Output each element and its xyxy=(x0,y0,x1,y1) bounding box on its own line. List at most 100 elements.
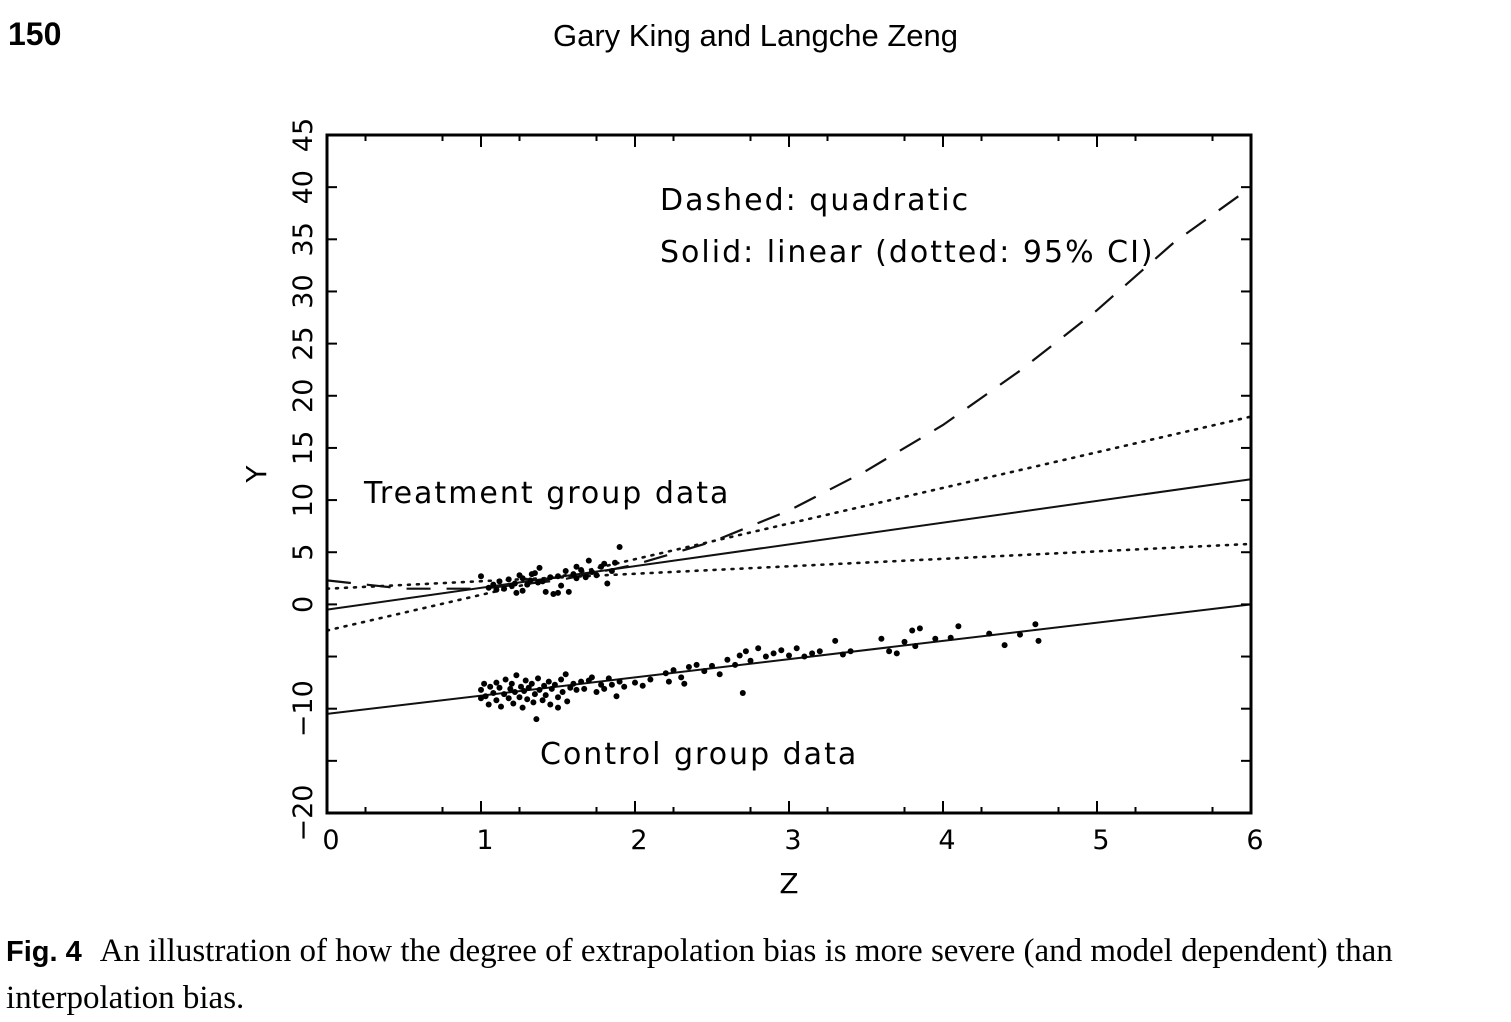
treatment-point xyxy=(542,588,549,595)
y-tick-label: −10 xyxy=(288,680,319,737)
control-point xyxy=(481,680,488,687)
x-tick-label: 2 xyxy=(630,825,647,856)
x-tick-label: 4 xyxy=(938,825,955,856)
line-solid-0 xyxy=(326,478,1252,611)
treatment-point xyxy=(519,587,526,594)
control-point xyxy=(505,695,512,702)
control-point xyxy=(801,653,808,660)
control-point xyxy=(513,672,520,679)
control-point xyxy=(536,686,543,693)
treatment-point xyxy=(527,577,534,584)
control-point xyxy=(567,684,574,691)
figure-label: Fig. 4 xyxy=(6,936,82,968)
control-point xyxy=(742,648,749,655)
control-point xyxy=(531,691,538,698)
control-point xyxy=(832,637,839,644)
control-point xyxy=(786,652,792,659)
control-label: Control group data xyxy=(540,737,858,772)
y-tick-label: 15 xyxy=(288,431,319,465)
control-point xyxy=(528,680,535,687)
control-point xyxy=(533,716,540,723)
control-point xyxy=(542,692,549,699)
treatment-point xyxy=(547,574,554,581)
control-point xyxy=(839,651,846,658)
control-point xyxy=(605,675,612,682)
treatment-point xyxy=(585,557,592,564)
treatment-point xyxy=(478,573,484,580)
control-point xyxy=(485,701,492,708)
x-tick-label: 6 xyxy=(1246,825,1263,856)
control-point xyxy=(886,648,893,655)
treatment-point xyxy=(604,580,611,587)
y-tick-label: 40 xyxy=(288,170,319,204)
control-point xyxy=(901,638,908,645)
control-point xyxy=(508,680,515,687)
treatment-point xyxy=(485,584,492,591)
treatment-point xyxy=(562,568,569,574)
control-point xyxy=(490,690,497,696)
control-point xyxy=(581,685,588,692)
treatment-point xyxy=(573,575,580,582)
figure-caption: Fig. 4 An illustration of how the degree … xyxy=(6,928,1506,1021)
control-point xyxy=(493,679,500,686)
control-point xyxy=(593,689,600,695)
control-point xyxy=(762,653,769,660)
control-point xyxy=(662,670,669,677)
treatment-point xyxy=(612,559,618,566)
control-point xyxy=(535,675,541,682)
running-head: Gary King and Langche Zeng xyxy=(553,18,958,53)
control-point xyxy=(947,634,954,641)
page-number: 150 xyxy=(8,16,62,52)
control-point xyxy=(547,701,554,708)
control-point xyxy=(559,689,566,695)
x-tick-label: 5 xyxy=(1092,825,1109,856)
control-point xyxy=(809,650,816,657)
control-point xyxy=(847,648,854,655)
control-point xyxy=(507,685,514,692)
treatment-point xyxy=(558,582,565,589)
treatment-point xyxy=(601,560,608,567)
control-point xyxy=(496,684,503,691)
control-point xyxy=(1032,621,1039,628)
control-point xyxy=(678,674,685,681)
control-point xyxy=(558,676,565,683)
control-point xyxy=(548,685,555,692)
y-tick-label: 0 xyxy=(288,596,319,613)
control-point xyxy=(1001,642,1008,649)
treatment-point xyxy=(588,569,595,575)
control-point xyxy=(616,678,623,685)
control-point xyxy=(478,686,484,693)
control-point xyxy=(916,625,923,632)
control-point xyxy=(516,694,523,701)
treatment-point xyxy=(505,576,512,583)
control-point xyxy=(770,650,777,657)
treatment-point xyxy=(582,574,589,581)
x-tick-label: 3 xyxy=(784,825,801,856)
legend-quadratic: Dashed: quadratic xyxy=(660,183,970,218)
control-point xyxy=(601,685,608,692)
control-point xyxy=(739,690,746,696)
control-point xyxy=(588,674,595,681)
line-dotted-1 xyxy=(325,415,1253,632)
treatment-point xyxy=(496,578,503,585)
treatment-point xyxy=(555,589,561,596)
control-point xyxy=(986,630,993,637)
control-point xyxy=(755,645,762,652)
treatment-point xyxy=(593,572,600,579)
control-point xyxy=(530,699,537,706)
line-dotted-2 xyxy=(325,542,1253,591)
control-point xyxy=(681,680,688,687)
y-tick-label: 35 xyxy=(288,222,319,256)
treatment-point xyxy=(539,578,546,585)
y-tick-label: −20 xyxy=(288,785,319,842)
x-tick-label: 1 xyxy=(476,825,493,856)
control-point xyxy=(912,643,919,650)
x-tick-label: 0 xyxy=(322,825,339,856)
control-point xyxy=(709,662,715,669)
control-point xyxy=(570,680,577,687)
control-point xyxy=(1035,637,1042,644)
control-point xyxy=(598,681,605,688)
treatment-point xyxy=(524,581,531,588)
control-point xyxy=(693,661,700,668)
control-point xyxy=(955,623,962,630)
